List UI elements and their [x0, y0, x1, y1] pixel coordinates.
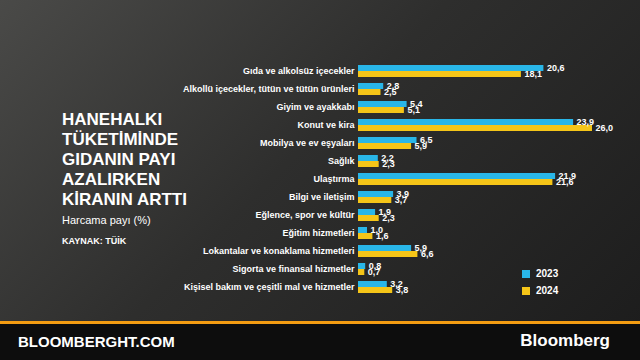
svg-text:Gıda ve alkolsüz içecekler: Gıda ve alkolsüz içecekler [243, 66, 355, 76]
svg-text:2,5: 2,5 [384, 87, 397, 97]
html-text:BLOOMBERGHT.COM: BLOOMBERGHT.COM [18, 333, 175, 350]
svg-text:2,8: 2,8 [386, 81, 400, 92]
svg-text:0,8: 0,8 [368, 261, 382, 272]
svg-text:1,0: 1,0 [370, 225, 383, 236]
html-text:2023: 2023 [536, 268, 559, 279]
svg-text:5,4: 5,4 [410, 99, 423, 110]
svg-text:Eğitim hizmetleri: Eğitim hizmetleri [282, 228, 354, 238]
svg-text:Sigorta ve finansal hizmetler: Sigorta ve finansal hizmetler [232, 264, 355, 274]
html-text:Bloomberg: Bloomberg [520, 331, 610, 350]
svg-text:Kişisel bakım ve çeşitli mal v: Kişisel bakım ve çeşitli mal ve hizmetle… [184, 282, 355, 292]
svg-text:5,9: 5,9 [414, 243, 428, 254]
svg-text:Eğlence, spor ve kültür: Eğlence, spor ve kültür [255, 210, 355, 220]
svg-text:2,3: 2,3 [382, 159, 395, 169]
svg-text:6,6: 6,6 [421, 249, 434, 259]
svg-text:1,6: 1,6 [376, 231, 389, 241]
svg-text:21,6: 21,6 [556, 177, 574, 187]
svg-text:2,2: 2,2 [381, 153, 394, 164]
svg-text:26,0: 26,0 [596, 123, 614, 133]
svg-text:21,9: 21,9 [558, 171, 577, 182]
svg-text:0,7: 0,7 [368, 267, 381, 277]
svg-text:Alkollü içecekler, tütün ve tü: Alkollü içecekler, tütün ve tütün ürünle… [183, 84, 355, 94]
svg-text:Ulaştırma: Ulaştırma [313, 174, 355, 184]
svg-text:Bilgi ve iletişim: Bilgi ve iletişim [289, 192, 355, 202]
svg-text:3,8: 3,8 [396, 285, 409, 295]
svg-text:6,5: 6,5 [420, 135, 433, 146]
svg-text:Mobilya ve ev eşyaları: Mobilya ve ev eşyaları [260, 138, 355, 148]
svg-text:3,2: 3,2 [390, 279, 403, 290]
svg-text:Giyim ve ayakkabı: Giyim ve ayakkabı [276, 102, 354, 112]
html-text:KAYNAK: TÜİK: KAYNAK: TÜİK [62, 236, 127, 246]
svg-text:23,9: 23,9 [577, 117, 595, 127]
svg-text:5,9: 5,9 [415, 141, 428, 151]
svg-text:3,7: 3,7 [395, 195, 408, 205]
svg-text:5,1: 5,1 [407, 105, 420, 115]
svg-text:Sağlık: Sağlık [328, 156, 356, 166]
svg-text:3,9: 3,9 [396, 189, 410, 200]
html-text:Harcama payı (%): Harcama payı (%) [62, 214, 151, 226]
svg-text:20,6: 20,6 [547, 63, 565, 73]
svg-text:Konut ve kira: Konut ve kira [297, 120, 355, 130]
svg-text:1,9: 1,9 [378, 207, 392, 218]
svg-text:2,3: 2,3 [382, 213, 395, 223]
html-text:HANEHALKI TÜKETİMİNDE GIDANIN: HANEHALKI TÜKETİMİNDE GIDANIN PAYI AZALI… [62, 110, 187, 209]
svg-text:18,1: 18,1 [524, 69, 542, 79]
svg-text:Lokantalar ve konaklama hizmet: Lokantalar ve konaklama hizmetleri [203, 246, 355, 256]
html-text:2024: 2024 [536, 285, 559, 296]
